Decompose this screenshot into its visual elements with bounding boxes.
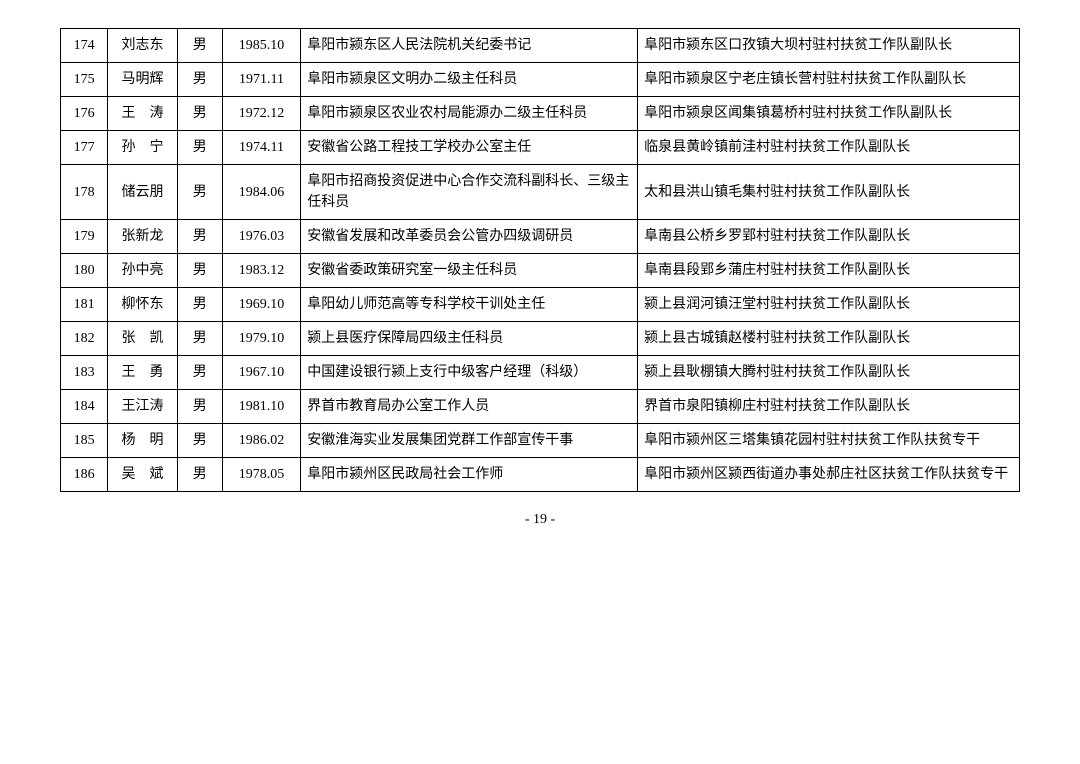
work-unit-cell: 安徽省发展和改革委员会公管办四级调研员: [301, 220, 638, 254]
dob-cell: 1981.10: [222, 390, 301, 424]
work-unit-cell: 安徽省委政策研究室一级主任科员: [301, 254, 638, 288]
name-cell: 王 勇: [108, 356, 178, 390]
document-page: 174刘志东男1985.10阜阳市颍东区人民法院机关纪委书记阜阳市颍东区口孜镇大…: [0, 0, 1080, 764]
work-unit-cell: 界首市教育局办公室工作人员: [301, 390, 638, 424]
assignment-cell: 阜阳市颍州区颍西街道办事处郝庄社区扶贫工作队扶贫专干: [638, 458, 1020, 492]
row-index: 180: [61, 254, 108, 288]
table-row: 185杨 明男1986.02安徽淮海实业发展集团党群工作部宣传干事阜阳市颍州区三…: [61, 424, 1020, 458]
gender-cell: 男: [177, 131, 222, 165]
dob-cell: 1979.10: [222, 322, 301, 356]
name-cell: 孙中亮: [108, 254, 178, 288]
table-row: 183王 勇男1967.10中国建设银行颍上支行中级客户经理（科级）颍上县耿棚镇…: [61, 356, 1020, 390]
gender-cell: 男: [177, 97, 222, 131]
gender-cell: 男: [177, 220, 222, 254]
table-row: 175马明辉男1971.11阜阳市颍泉区文明办二级主任科员阜阳市颍泉区宁老庄镇长…: [61, 63, 1020, 97]
assignment-cell: 阜阳市颍东区口孜镇大坝村驻村扶贫工作队副队长: [638, 29, 1020, 63]
row-index: 174: [61, 29, 108, 63]
dob-cell: 1971.11: [222, 63, 301, 97]
work-unit-cell: 阜阳幼儿师范高等专科学校干训处主任: [301, 288, 638, 322]
gender-cell: 男: [177, 390, 222, 424]
dob-cell: 1983.12: [222, 254, 301, 288]
dob-cell: 1986.02: [222, 424, 301, 458]
row-index: 178: [61, 165, 108, 220]
gender-cell: 男: [177, 63, 222, 97]
table-row: 181柳怀东男1969.10阜阳幼儿师范高等专科学校干训处主任颍上县润河镇汪堂村…: [61, 288, 1020, 322]
work-unit-cell: 阜阳市颍泉区文明办二级主任科员: [301, 63, 638, 97]
name-cell: 张新龙: [108, 220, 178, 254]
assignment-cell: 颍上县耿棚镇大腾村驻村扶贫工作队副队长: [638, 356, 1020, 390]
dob-cell: 1972.12: [222, 97, 301, 131]
page-number: - 19 -: [60, 512, 1020, 528]
work-unit-cell: 阜阳市颍东区人民法院机关纪委书记: [301, 29, 638, 63]
table-row: 178储云朋男1984.06阜阳市招商投资促进中心合作交流科副科长、三级主任科员…: [61, 165, 1020, 220]
assignment-cell: 阜阳市颍泉区宁老庄镇长营村驻村扶贫工作队副队长: [638, 63, 1020, 97]
work-unit-cell: 颍上县医疗保障局四级主任科员: [301, 322, 638, 356]
name-cell: 柳怀东: [108, 288, 178, 322]
row-index: 179: [61, 220, 108, 254]
dob-cell: 1976.03: [222, 220, 301, 254]
row-index: 182: [61, 322, 108, 356]
table-row: 186吴 斌男1978.05阜阳市颍州区民政局社会工作师阜阳市颍州区颍西街道办事…: [61, 458, 1020, 492]
assignment-cell: 阜阳市颍州区三塔集镇花园村驻村扶贫工作队扶贫专干: [638, 424, 1020, 458]
gender-cell: 男: [177, 458, 222, 492]
dob-cell: 1985.10: [222, 29, 301, 63]
gender-cell: 男: [177, 29, 222, 63]
work-unit-cell: 安徽省公路工程技工学校办公室主任: [301, 131, 638, 165]
gender-cell: 男: [177, 356, 222, 390]
row-index: 175: [61, 63, 108, 97]
table-row: 182张 凯男1979.10颍上县医疗保障局四级主任科员颍上县古城镇赵楼村驻村扶…: [61, 322, 1020, 356]
assignment-cell: 颍上县古城镇赵楼村驻村扶贫工作队副队长: [638, 322, 1020, 356]
gender-cell: 男: [177, 254, 222, 288]
name-cell: 吴 斌: [108, 458, 178, 492]
work-unit-cell: 阜阳市颍泉区农业农村局能源办二级主任科员: [301, 97, 638, 131]
assignment-cell: 颍上县润河镇汪堂村驻村扶贫工作队副队长: [638, 288, 1020, 322]
assignment-cell: 阜阳市颍泉区闻集镇葛桥村驻村扶贫工作队副队长: [638, 97, 1020, 131]
table-row: 184王江涛男1981.10界首市教育局办公室工作人员界首市泉阳镇柳庄村驻村扶贫…: [61, 390, 1020, 424]
dob-cell: 1978.05: [222, 458, 301, 492]
row-index: 184: [61, 390, 108, 424]
row-index: 186: [61, 458, 108, 492]
dob-cell: 1984.06: [222, 165, 301, 220]
work-unit-cell: 安徽淮海实业发展集团党群工作部宣传干事: [301, 424, 638, 458]
gender-cell: 男: [177, 322, 222, 356]
gender-cell: 男: [177, 165, 222, 220]
assignment-cell: 界首市泉阳镇柳庄村驻村扶贫工作队副队长: [638, 390, 1020, 424]
name-cell: 刘志东: [108, 29, 178, 63]
row-index: 177: [61, 131, 108, 165]
gender-cell: 男: [177, 288, 222, 322]
table-row: 179张新龙男1976.03安徽省发展和改革委员会公管办四级调研员阜南县公桥乡罗…: [61, 220, 1020, 254]
work-unit-cell: 阜阳市颍州区民政局社会工作师: [301, 458, 638, 492]
row-index: 185: [61, 424, 108, 458]
personnel-table: 174刘志东男1985.10阜阳市颍东区人民法院机关纪委书记阜阳市颍东区口孜镇大…: [60, 28, 1020, 492]
row-index: 176: [61, 97, 108, 131]
assignment-cell: 阜南县段郢乡蒲庄村驻村扶贫工作队副队长: [638, 254, 1020, 288]
work-unit-cell: 中国建设银行颍上支行中级客户经理（科级）: [301, 356, 638, 390]
name-cell: 杨 明: [108, 424, 178, 458]
assignment-cell: 临泉县黄岭镇前洼村驻村扶贫工作队副队长: [638, 131, 1020, 165]
name-cell: 孙 宁: [108, 131, 178, 165]
name-cell: 马明辉: [108, 63, 178, 97]
dob-cell: 1967.10: [222, 356, 301, 390]
dob-cell: 1974.11: [222, 131, 301, 165]
table-row: 176王 涛男1972.12阜阳市颍泉区农业农村局能源办二级主任科员阜阳市颍泉区…: [61, 97, 1020, 131]
row-index: 181: [61, 288, 108, 322]
name-cell: 储云朋: [108, 165, 178, 220]
work-unit-cell: 阜阳市招商投资促进中心合作交流科副科长、三级主任科员: [301, 165, 638, 220]
name-cell: 张 凯: [108, 322, 178, 356]
row-index: 183: [61, 356, 108, 390]
dob-cell: 1969.10: [222, 288, 301, 322]
assignment-cell: 太和县洪山镇毛集村驻村扶贫工作队副队长: [638, 165, 1020, 220]
table-row: 174刘志东男1985.10阜阳市颍东区人民法院机关纪委书记阜阳市颍东区口孜镇大…: [61, 29, 1020, 63]
table-row: 177孙 宁男1974.11安徽省公路工程技工学校办公室主任临泉县黄岭镇前洼村驻…: [61, 131, 1020, 165]
table-row: 180孙中亮男1983.12安徽省委政策研究室一级主任科员阜南县段郢乡蒲庄村驻村…: [61, 254, 1020, 288]
name-cell: 王 涛: [108, 97, 178, 131]
gender-cell: 男: [177, 424, 222, 458]
name-cell: 王江涛: [108, 390, 178, 424]
assignment-cell: 阜南县公桥乡罗郢村驻村扶贫工作队副队长: [638, 220, 1020, 254]
